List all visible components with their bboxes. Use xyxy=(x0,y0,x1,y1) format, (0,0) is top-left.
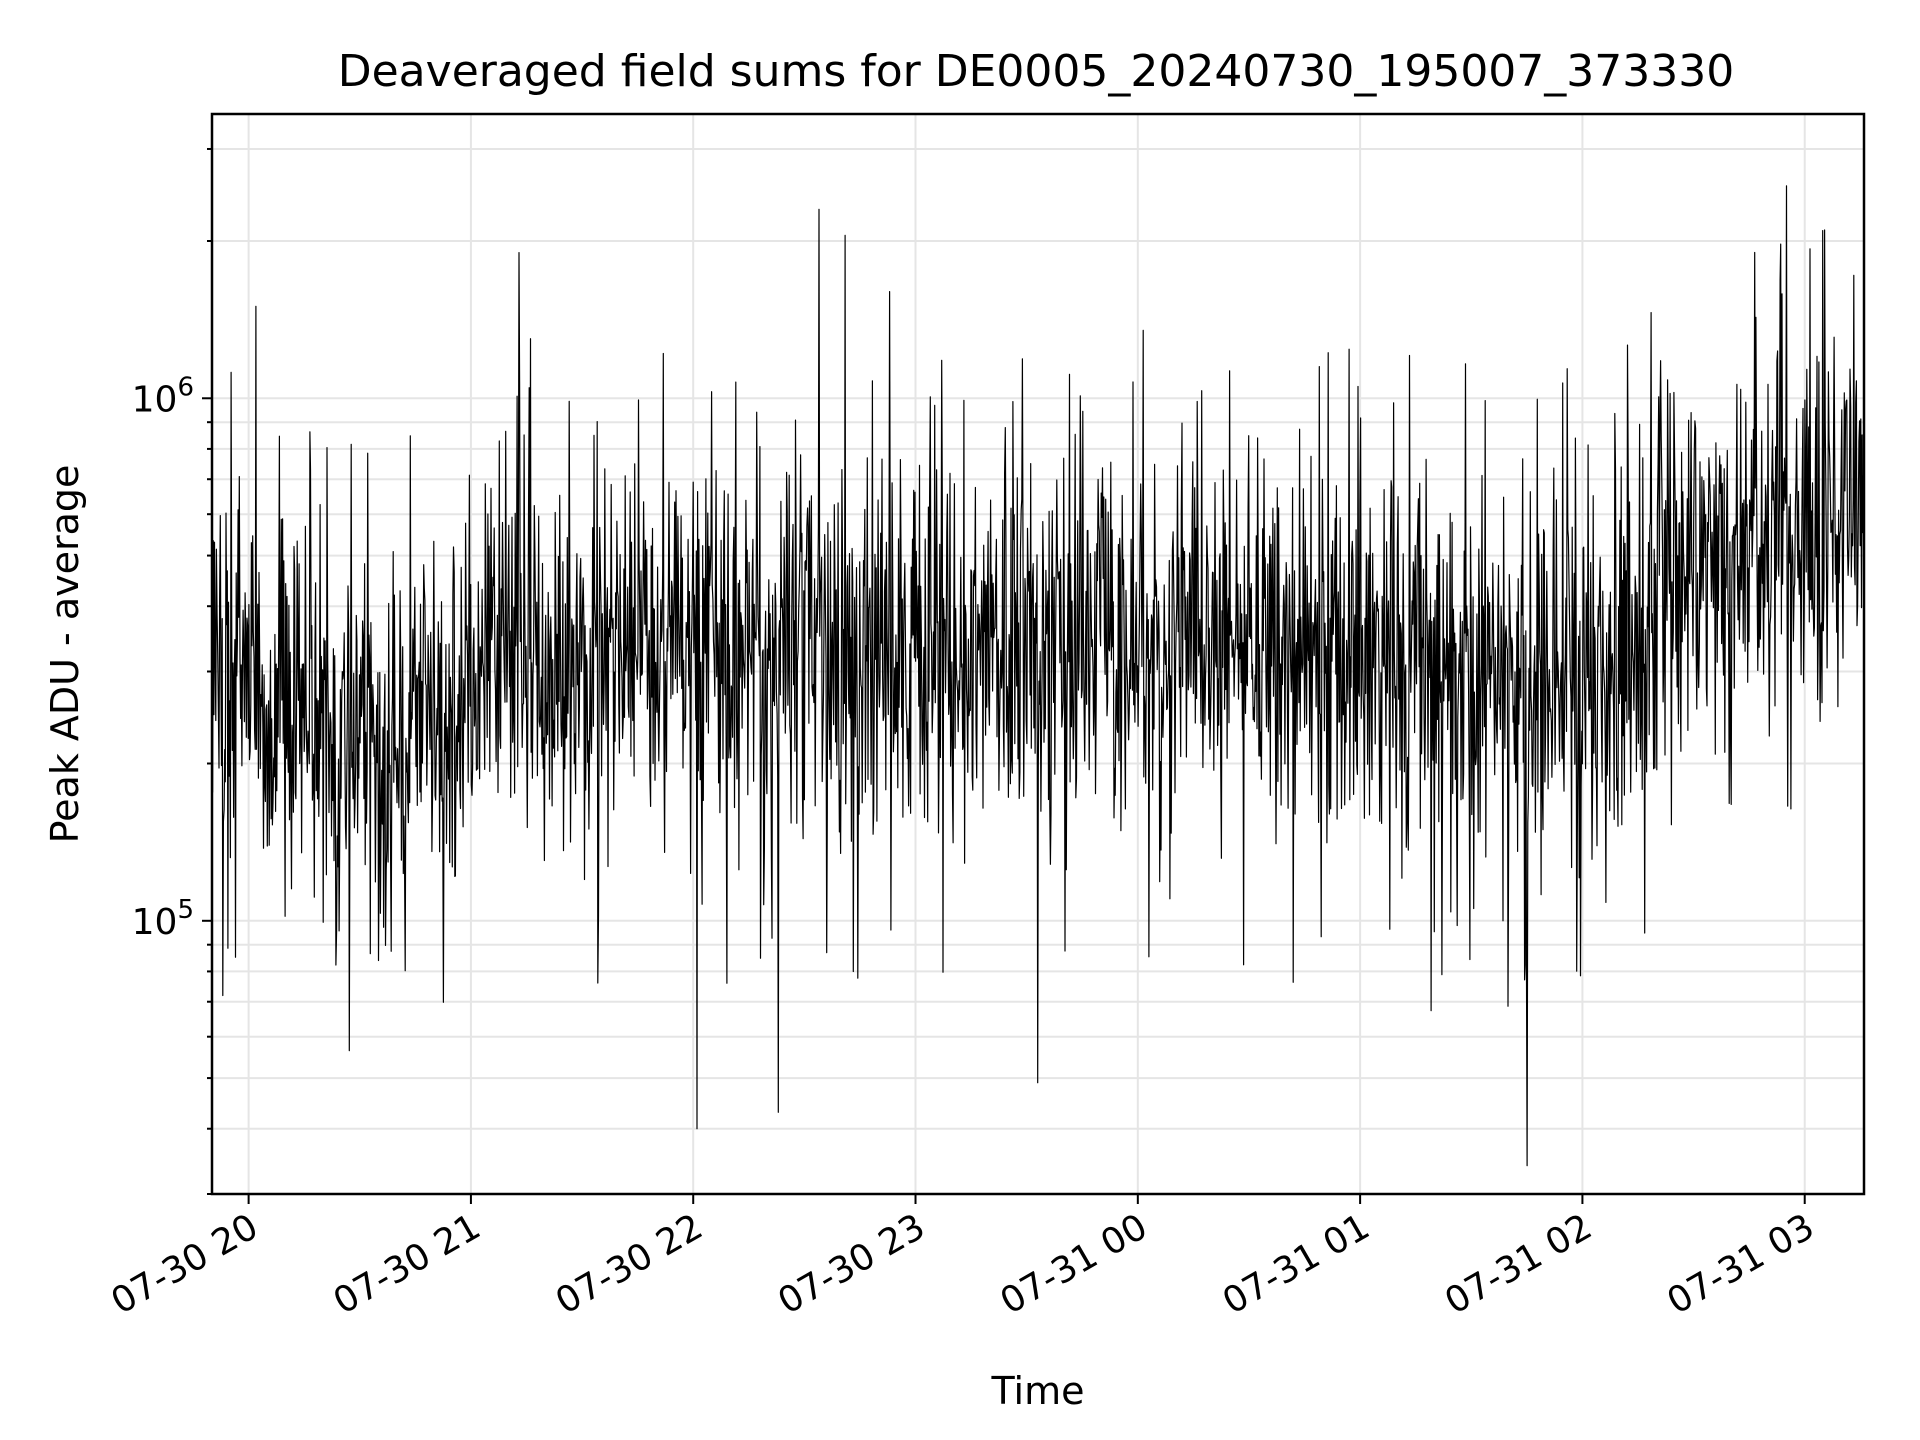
x-tick-label: 07-30 20 xyxy=(104,1206,265,1322)
x-axis-label: Time xyxy=(991,1369,1085,1413)
y-tick-label-exponent: 5 xyxy=(177,895,194,925)
x-tick-label: 07-30 21 xyxy=(327,1206,488,1322)
x-tick-label: 07-31 03 xyxy=(1661,1206,1822,1322)
x-tick-label: 07-31 02 xyxy=(1438,1206,1599,1322)
y-axis-label: Peak ADU - average xyxy=(43,465,87,844)
plot-frame xyxy=(210,112,1866,1196)
x-tick-label: 07-30 23 xyxy=(771,1206,932,1322)
x-tick-label: 07-30 22 xyxy=(549,1206,710,1322)
x-tick-label: 07-31 01 xyxy=(1216,1206,1377,1322)
series-line xyxy=(211,185,1865,1167)
chart-title: Deaveraged field sums for DE0005_2024073… xyxy=(338,46,1735,97)
y-tick-label-base: 10 xyxy=(132,902,178,943)
series-layer xyxy=(211,185,1865,1167)
x-tick-label: 07-31 00 xyxy=(994,1206,1155,1322)
y-tick-label: 105 xyxy=(132,895,194,943)
y-tick-label-exponent: 6 xyxy=(177,372,194,402)
y-tick-label: 106 xyxy=(132,372,194,420)
y-tick-label-base: 10 xyxy=(132,379,178,420)
